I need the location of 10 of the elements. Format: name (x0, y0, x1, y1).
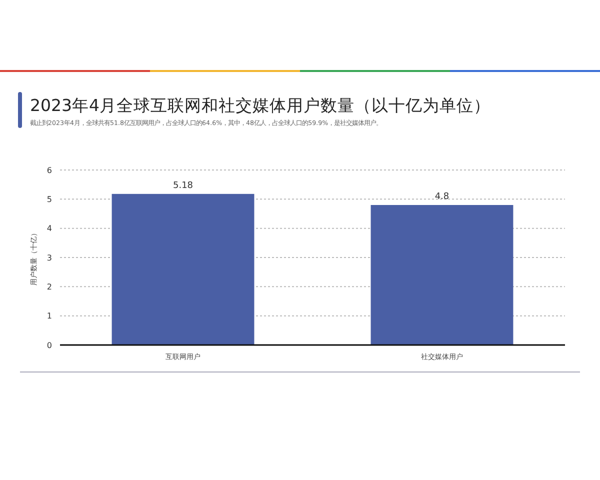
y-tick-label: 5 (46, 194, 52, 204)
data-label: 5.18 (172, 180, 194, 191)
y-tick-label: 2 (46, 282, 52, 292)
y-tick-label: 4 (46, 224, 52, 234)
y-tick-label: 1 (46, 312, 52, 321)
y-tick-label: 3 (46, 253, 52, 262)
chart-title: 2023年4月全球互联网和社交媒体用户数量（以十亿为单位） (30, 96, 490, 115)
y-tick-label: 0 (46, 340, 52, 350)
y-tick-label: 6 (46, 166, 52, 175)
data-label: 4.8 (434, 192, 450, 202)
